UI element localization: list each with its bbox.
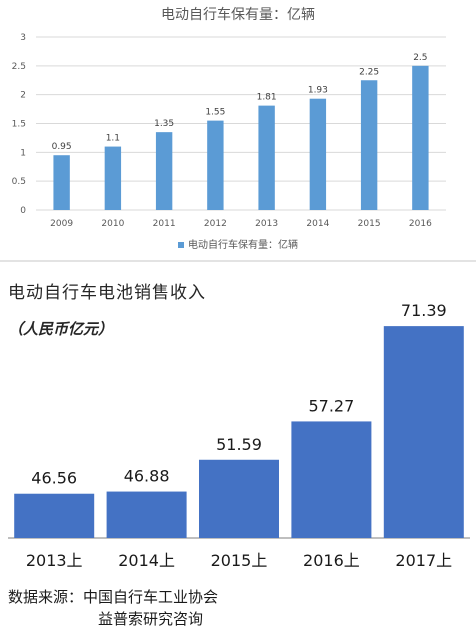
legend-label: 电动自行车保有量：亿辆 xyxy=(188,240,298,251)
x-tick-label: 2009 xyxy=(50,219,73,229)
bar xyxy=(53,155,70,210)
y-tick-label: 1.5 xyxy=(12,120,26,130)
y-tick-label: 0.5 xyxy=(12,177,26,187)
data-label: 1.1 xyxy=(106,134,120,144)
bar xyxy=(199,459,279,538)
legend-swatch xyxy=(178,242,184,248)
data-label: 46.88 xyxy=(124,467,170,486)
x-tick-label: 2016上 xyxy=(303,551,360,570)
x-tick-label: 2014上 xyxy=(118,551,175,570)
data-label: 71.39 xyxy=(401,301,447,320)
bar xyxy=(383,326,464,538)
section-divider xyxy=(0,260,476,262)
y-tick-label: 1 xyxy=(20,148,26,158)
bar xyxy=(104,146,122,210)
data-label: 2.25 xyxy=(359,67,379,77)
data-label: 51.59 xyxy=(216,435,262,454)
y-tick-label: 2.5 xyxy=(12,62,26,72)
x-tick-label: 2015 xyxy=(358,219,381,229)
bar xyxy=(258,105,275,210)
x-tick-label: 2014 xyxy=(306,219,329,229)
data-label: 2.5 xyxy=(413,53,427,63)
bar xyxy=(106,491,187,538)
source-label: 数据来源： xyxy=(8,588,84,606)
bar xyxy=(291,421,372,538)
y-tick-label: 3 xyxy=(20,33,26,43)
data-label: 46.56 xyxy=(31,469,77,488)
x-tick-label: 2010 xyxy=(101,219,124,229)
unit-label: （人民币亿元） xyxy=(8,320,114,338)
data-label: 0.95 xyxy=(52,142,72,152)
chart-legend: 电动自行车保有量：亿辆 xyxy=(0,236,476,251)
data-label: 1.81 xyxy=(257,93,277,103)
x-tick-label: 2011 xyxy=(153,219,176,229)
y-tick-label: 0 xyxy=(20,206,26,216)
bar xyxy=(155,132,173,210)
bar xyxy=(14,493,95,538)
vehicle-ownership-chart: 0 0.5 1 1.5 2 2.5 3 0.95 2009 1.1 2010 1.35 2011 1.55… xyxy=(12,33,446,229)
data-label: 1.93 xyxy=(308,86,328,96)
chart-title: 电动自行车保有量：亿辆 xyxy=(161,7,315,23)
y-tick-label: 2 xyxy=(20,91,26,101)
x-tick-label: 2013 xyxy=(255,219,278,229)
source-line-1: 中国自行车工业协会 xyxy=(83,588,219,606)
data-source: 数据来源：中国自行车工业协会 益普索研究咨询 xyxy=(8,586,218,630)
chart-title-battery: 电动自行车电池销售收入 xyxy=(8,283,206,303)
battery-revenue-chart: 46.56 2013上 46.88 2014上 51.59 2015上 57.27 2016上… xyxy=(8,301,470,570)
data-label: 57.27 xyxy=(308,396,354,415)
x-tick-label: 2017上 xyxy=(395,551,452,570)
x-tick-label: 2015上 xyxy=(211,551,268,570)
source-line-2: 益普索研究咨询 xyxy=(98,610,204,628)
bar xyxy=(412,65,429,210)
bar xyxy=(360,80,378,210)
bar xyxy=(309,98,327,210)
x-tick-label: 2012 xyxy=(204,219,227,229)
data-label: 1.55 xyxy=(205,108,225,118)
data-label: 1.35 xyxy=(154,119,174,129)
x-tick-label: 2013上 xyxy=(26,551,83,570)
bar xyxy=(207,120,224,210)
x-tick-label: 2016 xyxy=(409,219,432,229)
